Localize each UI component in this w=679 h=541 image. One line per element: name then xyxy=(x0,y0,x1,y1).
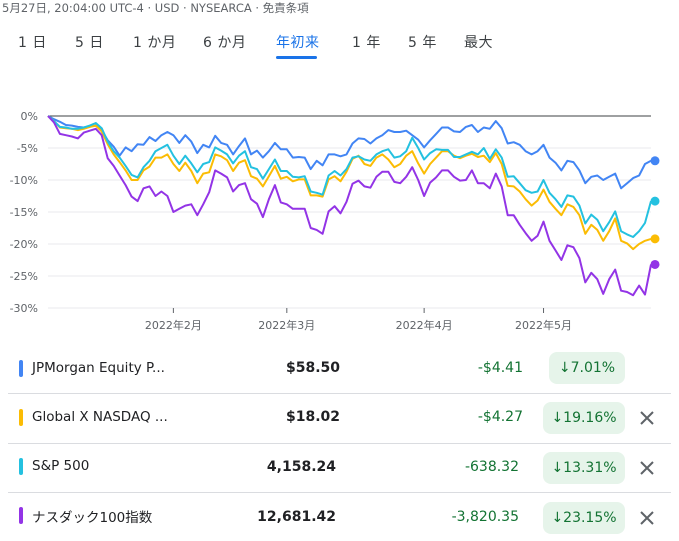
table-row-global-x[interactable]: Global X NASDAQ ... $18.02 -$4.27 ↓19.16… xyxy=(0,394,679,442)
y-tick-label: -10% xyxy=(10,174,38,187)
series-end-marker-1 xyxy=(650,234,660,244)
row-divider xyxy=(8,443,671,444)
percent-value: 13.31% xyxy=(563,460,617,476)
table-row-sp500[interactable]: S&P 500 4,158.24 -638.32 ↓13.31% xyxy=(0,444,679,492)
tab-5-days[interactable]: 5 日 xyxy=(75,35,104,51)
percent-value: 23.15% xyxy=(563,510,617,526)
security-price: $58.50 xyxy=(285,360,340,376)
y-tick-label: -30% xyxy=(10,302,38,315)
series-end-marker-2 xyxy=(650,196,660,206)
tab-1-year[interactable]: 1 年 xyxy=(352,35,381,51)
down-arrow-icon: ↓ xyxy=(558,360,571,376)
down-arrow-icon: ↓ xyxy=(551,460,564,476)
y-tick-label: -25% xyxy=(10,270,38,283)
row-divider xyxy=(8,492,671,493)
table-row-jpmorgan[interactable]: JPMorgan Equity P... $58.50 -$4.41 ↓7.01… xyxy=(0,344,679,392)
security-name: Global X NASDAQ ... xyxy=(32,409,168,425)
series-line-3 xyxy=(47,115,652,297)
series-color-swatch xyxy=(19,409,23,426)
security-change: -$4.27 xyxy=(477,409,523,425)
down-arrow-icon: ↓ xyxy=(551,410,564,426)
security-change: -3,820.35 xyxy=(451,509,519,525)
comparison-line-chart: 0% -5% -10% -15% -20% -25% -30% 2022年2月 2022年3月 2… xyxy=(10,110,660,332)
security-name: JPMorgan Equity P... xyxy=(32,360,165,376)
x-tick-label: 2022年2月 xyxy=(145,318,202,332)
security-change: -$4.41 xyxy=(477,360,523,376)
x-tick-label: 2022年4月 xyxy=(396,318,453,332)
tab-5-years[interactable]: 5 年 xyxy=(408,35,437,51)
percent-change-badge: ↓23.15% xyxy=(543,502,625,534)
series-color-swatch xyxy=(19,507,23,524)
security-price: $18.02 xyxy=(285,409,340,425)
security-price: 4,158.24 xyxy=(266,459,336,475)
y-tick-label: -5% xyxy=(17,142,38,155)
series-end-marker-0 xyxy=(650,156,660,166)
series-line-1 xyxy=(47,115,652,251)
y-tick-label: 0% xyxy=(21,110,38,123)
x-tick-label: 2022年3月 xyxy=(258,318,315,332)
remove-comparison-icon[interactable] xyxy=(638,459,656,477)
tab-1-day[interactable]: 1 日 xyxy=(18,35,47,51)
percent-change-badge: ↓13.31% xyxy=(543,452,625,484)
time-range-tabs: 1 日 5 日 1 か月 6 か月 年初来 1 年 5 年 最大 xyxy=(0,32,679,60)
security-name: S&P 500 xyxy=(32,458,90,474)
down-arrow-icon: ↓ xyxy=(551,510,564,526)
y-tick-label: -20% xyxy=(10,238,38,251)
percent-value: 19.16% xyxy=(563,410,617,426)
active-tab-indicator xyxy=(276,56,317,59)
percent-change-badge: ↓19.16% xyxy=(543,402,625,434)
tab-max[interactable]: 最大 xyxy=(464,35,493,51)
security-name: ナスダック100指数 xyxy=(32,510,153,526)
security-change: -638.32 xyxy=(464,459,519,475)
tab-6-months[interactable]: 6 か月 xyxy=(203,35,247,51)
series-end-marker-3 xyxy=(650,259,660,269)
x-tick-label: 2022年5月 xyxy=(515,318,572,332)
security-price: 12,681.42 xyxy=(257,509,336,525)
percent-change-badge: ↓7.01% xyxy=(549,352,625,384)
percent-value: 7.01% xyxy=(570,360,616,376)
remove-comparison-icon[interactable] xyxy=(638,509,656,527)
tab-ytd[interactable]: 年初来 xyxy=(276,35,320,51)
remove-comparison-icon[interactable] xyxy=(638,409,656,427)
row-divider xyxy=(8,393,671,394)
series-color-swatch xyxy=(19,360,23,377)
timestamp-disclaimer: 5月27日, 20:04:00 UTC-4 · USD · NYSEARCA ·… xyxy=(2,1,309,15)
tab-1-month[interactable]: 1 か月 xyxy=(133,35,177,51)
series-color-swatch xyxy=(19,458,23,475)
y-tick-label: -15% xyxy=(10,206,38,219)
table-row-nasdaq100[interactable]: ナスダック100指数 12,681.42 -3,820.35 ↓23.15% xyxy=(0,493,679,541)
series-line-2 xyxy=(47,115,652,238)
series-line-0 xyxy=(47,115,652,190)
